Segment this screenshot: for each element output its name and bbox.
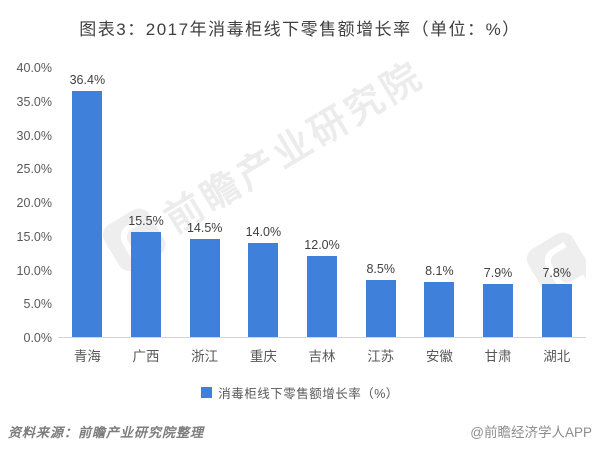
- y-tick-label: 5.0%: [23, 297, 53, 312]
- chart-column: 12.0%: [293, 61, 352, 337]
- x-category-label: 江苏: [367, 349, 395, 364]
- y-tick-label: 30.0%: [16, 128, 52, 143]
- chart-column: 8.1%: [410, 61, 469, 337]
- x-category-label: 重庆: [249, 349, 277, 364]
- chart-column: 14.5%: [175, 61, 234, 337]
- credit-note: @前瞻经济学人APP: [470, 425, 592, 440]
- x-category-label: 广西: [132, 349, 160, 364]
- bar-value-label: 14.5%: [186, 221, 223, 236]
- x-category-label: 安徽: [425, 349, 453, 364]
- chart-bar: [131, 232, 161, 337]
- chart-bar: [248, 242, 279, 337]
- x-category-label: 青海: [73, 349, 101, 364]
- x-axis: 青海 广西 浙江 重庆 吉林 江苏 安徽 甘肃 湖北: [58, 345, 586, 365]
- x-category-label: 浙江: [191, 349, 219, 364]
- bar-value-label: 36.4%: [69, 73, 106, 88]
- chart-area: 40.0% 35.0% 30.0% 25.0% 20.0% 15.0% 10.0% 5.0% 0…: [6, 61, 586, 365]
- legend-marker-icon: [201, 387, 213, 398]
- chart-column: 7.8%: [527, 61, 586, 337]
- x-category-label: 吉林: [308, 349, 336, 364]
- y-tick-label: 0.0%: [23, 331, 53, 345]
- y-tick-label: 25.0%: [16, 162, 52, 177]
- bar-value-label: 14.0%: [245, 224, 282, 239]
- chart-bar: [307, 256, 338, 337]
- chart-bar: [424, 282, 455, 337]
- chart-column: 8.5%: [351, 61, 410, 337]
- plot-columns: 36.4% 15.5% 14.5% 14.0% 12.0% 8.5% 8.1% 7.9% 7.8…: [58, 61, 586, 337]
- chart-column: 14.0%: [234, 61, 293, 337]
- plot-area: 前瞻产业研究院 前瞻产业研究院 36.4% 15.5% 14.5% 14.0% 12.0…: [58, 61, 586, 338]
- x-category-label: 湖北: [543, 349, 571, 364]
- bar-value-label: 7.9%: [483, 265, 513, 280]
- chart-bar: [483, 283, 514, 337]
- y-tick-label: 10.0%: [16, 263, 52, 278]
- y-tick-label: 40.0%: [16, 61, 52, 75]
- chart-column: 7.9%: [469, 61, 528, 337]
- bar-value-label: 8.1%: [425, 264, 454, 279]
- chart-column: 15.5%: [117, 61, 176, 337]
- chart-bar: [72, 91, 103, 337]
- bar-value-label: 8.5%: [366, 261, 395, 276]
- bar-value-label: 7.8%: [542, 266, 571, 281]
- chart-bar: [189, 239, 220, 337]
- x-category-label: 甘肃: [484, 349, 512, 364]
- y-axis: 40.0% 35.0% 30.0% 25.0% 20.0% 15.0% 10.0% 5.0% 0…: [6, 61, 58, 345]
- chart-bar: [365, 279, 396, 337]
- bar-value-label: 15.5%: [128, 214, 164, 229]
- chart-legend: 消毒柜线下零售额增长率（%）: [0, 383, 600, 402]
- y-tick-label: 20.0%: [16, 196, 52, 210]
- chart-bar: [541, 284, 572, 337]
- data-source-note: 资料来源：前瞻产业研究院整理: [8, 425, 205, 440]
- chart-column: 36.4%: [58, 61, 117, 337]
- y-tick-label: 35.0%: [16, 94, 52, 109]
- plot-stack: 前瞻产业研究院 前瞻产业研究院 36.4% 15.5% 14.5% 14.0% 12.0…: [58, 61, 586, 365]
- chart-title: 图表3：2017年消毒柜线下零售额增长率（单位：%）: [79, 20, 521, 39]
- y-tick-label: 15.0%: [16, 229, 52, 244]
- legend-label: 消毒柜线下零售额增长率（%）: [218, 387, 399, 401]
- bar-value-label: 12.0%: [304, 238, 340, 252]
